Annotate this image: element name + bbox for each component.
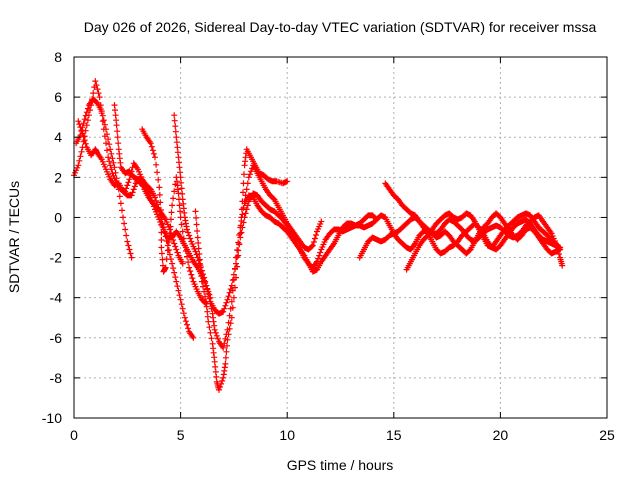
series-track-7	[192, 146, 291, 393]
grid-layer	[74, 57, 607, 418]
plot-border	[73, 56, 608, 419]
y-tick-label: -8	[50, 370, 63, 386]
y-tick-label: 4	[54, 129, 62, 145]
y-tick-label: -6	[50, 330, 63, 346]
marker-path	[71, 78, 197, 341]
y-tick-label: -2	[50, 250, 63, 266]
x-tick-label: 25	[599, 427, 615, 443]
y-tick-label: 6	[54, 89, 62, 105]
marker-path	[139, 126, 210, 307]
data-markers	[71, 78, 566, 393]
axis-ticks: 0 5 10 15 20 25 -10 -8 -6 -4 -2 0 2 4 6 8	[42, 49, 615, 443]
x-axis-label: GPS time / hours	[287, 457, 394, 473]
marker-path	[241, 192, 380, 275]
chart-title: Day 026 of 2026, Sidereal Day-to-day VTE…	[84, 19, 597, 35]
series-track-2	[73, 96, 135, 261]
series-track-12	[403, 210, 564, 273]
series-track-10	[356, 212, 566, 269]
y-tick-label: -4	[50, 290, 63, 306]
x-tick-label: 20	[493, 427, 509, 443]
marker-path	[73, 96, 135, 261]
marker-path	[403, 210, 564, 273]
marker-path	[192, 146, 291, 393]
x-tick-label: 10	[279, 427, 295, 443]
y-tick-label: 2	[54, 169, 62, 185]
x-tick-label: 0	[70, 427, 78, 443]
y-tick-label: 0	[54, 209, 62, 225]
series-track-9	[241, 192, 380, 275]
y-tick-label: 8	[54, 49, 62, 65]
y-tick-label: -10	[42, 410, 62, 426]
series-track-1	[71, 78, 197, 341]
x-tick-label: 5	[177, 427, 185, 443]
y-axis-label: SDTVAR / TECUs	[6, 181, 22, 293]
series-track-5	[139, 126, 210, 307]
x-tick-label: 15	[386, 427, 402, 443]
marker-path	[356, 212, 566, 269]
